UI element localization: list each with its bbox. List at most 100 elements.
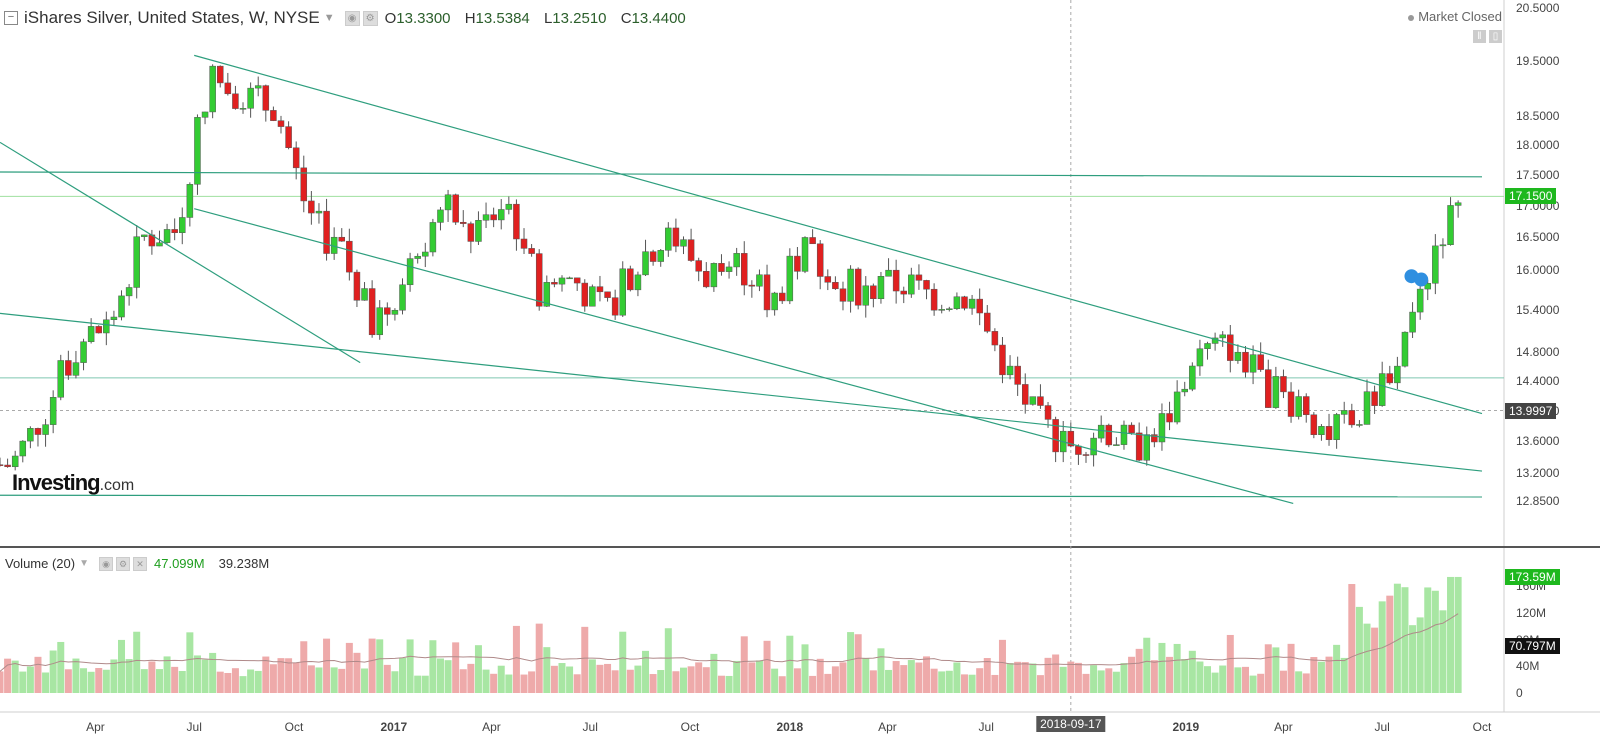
- volume-bar: [133, 631, 141, 693]
- volume-bar: [262, 656, 270, 693]
- candle-body: [1052, 419, 1059, 453]
- volume-bar: [292, 662, 300, 693]
- collapse-icon[interactable]: −: [4, 11, 18, 25]
- volume-bar: [1059, 666, 1067, 693]
- candle-body: [634, 274, 642, 291]
- volume-bar: [1447, 576, 1455, 693]
- settings-icon[interactable]: ⚙: [116, 556, 130, 571]
- volume-bar: [323, 638, 331, 693]
- candle-body: [34, 428, 42, 435]
- candle-body: [794, 255, 801, 272]
- volume-bar: [178, 670, 186, 693]
- volume-bar: [581, 626, 589, 693]
- chevron-down-icon[interactable]: ▼: [323, 12, 335, 24]
- candle-body: [930, 288, 938, 311]
- candle-body: [125, 287, 133, 297]
- bookmark-icon[interactable]: ▯: [1489, 30, 1502, 43]
- candle-body: [27, 428, 34, 442]
- candle-body: [118, 295, 125, 318]
- candle-body: [1249, 354, 1257, 373]
- price-tick-label: 20.5000: [1516, 1, 1560, 15]
- volume-bar: [748, 662, 756, 693]
- volume-bar: [907, 660, 915, 693]
- candle-body: [57, 360, 65, 398]
- volume-tick-label: 120M: [1516, 605, 1547, 620]
- volume-bar: [399, 657, 407, 693]
- candle-body: [1075, 445, 1082, 455]
- candle-body: [323, 210, 330, 254]
- candle-body: [247, 87, 254, 109]
- candle-body: [1325, 426, 1333, 440]
- candle-body: [854, 268, 862, 306]
- candle-body: [11, 455, 19, 468]
- close-icon[interactable]: ✕: [133, 556, 147, 571]
- volume-bar: [869, 670, 877, 693]
- volume-bar: [285, 658, 293, 693]
- candle-body: [946, 308, 953, 310]
- volume-bar: [710, 653, 718, 693]
- candle-body: [1166, 413, 1173, 423]
- candle-body: [1227, 334, 1234, 361]
- candle-body: [42, 424, 49, 435]
- volume-bar: [1204, 666, 1212, 693]
- candle-body: [209, 65, 216, 113]
- candle-body: [1014, 365, 1021, 385]
- volume-bar: [520, 674, 528, 693]
- candle-body: [1401, 331, 1409, 367]
- candle-body: [558, 277, 566, 285]
- volume-bar: [679, 667, 687, 693]
- candle-body: [733, 253, 740, 268]
- volume-bar: [900, 665, 908, 693]
- volume-bar: [421, 675, 429, 693]
- candle-body: [1409, 311, 1416, 333]
- volume-bar: [725, 675, 733, 693]
- volume-bar: [1424, 587, 1432, 693]
- candle-body: [778, 292, 786, 302]
- volume-bar: [42, 672, 50, 693]
- candle-body: [1204, 343, 1211, 349]
- candle-body: [414, 255, 421, 259]
- candle-body: [1432, 245, 1439, 284]
- volume-bar: [1135, 648, 1143, 693]
- volume-bar: [998, 639, 1006, 693]
- candle-body: [809, 237, 816, 245]
- volume-bar: [452, 642, 460, 693]
- time-tick-label: Oct: [680, 720, 700, 734]
- volume-bar: [1097, 670, 1105, 693]
- candle-body: [839, 288, 847, 302]
- volume-bar: [459, 669, 467, 693]
- volume-bar: [209, 652, 217, 693]
- candle-body: [156, 242, 163, 247]
- time-tick-label: Apr: [86, 720, 105, 734]
- candle-body: [1454, 202, 1462, 206]
- candle-body: [657, 250, 664, 262]
- chevron-down-icon[interactable]: ▼: [79, 558, 89, 569]
- candle-body: [49, 397, 57, 425]
- candle-body: [87, 326, 95, 342]
- candle-body: [991, 331, 999, 346]
- time-tick-label: 2019: [1172, 720, 1200, 734]
- price-tick-label: 13.2000: [1516, 465, 1560, 480]
- candle-body: [277, 120, 285, 127]
- candle-body: [1090, 437, 1097, 456]
- volume-bar: [976, 668, 984, 693]
- candle-body: [141, 234, 148, 237]
- volume-bar: [604, 663, 612, 693]
- candle-body: [1416, 288, 1424, 313]
- volume-bar: [118, 639, 126, 693]
- volume-bar: [102, 669, 110, 693]
- volume-bar: [1249, 675, 1257, 693]
- pause-icon[interactable]: ǁ: [1473, 30, 1486, 43]
- eye-icon[interactable]: ◉: [344, 10, 360, 26]
- volume-bar: [543, 647, 551, 693]
- candle-body: [224, 82, 232, 95]
- candle-body: [1158, 413, 1166, 443]
- eye-icon[interactable]: ◉: [99, 556, 113, 571]
- candle-body: [953, 296, 961, 309]
- candle-body: [1181, 388, 1188, 393]
- settings-icon[interactable]: ⚙: [362, 10, 378, 26]
- candle-body: [1280, 376, 1287, 393]
- volume-bar: [95, 668, 103, 693]
- candle-body: [1447, 205, 1454, 245]
